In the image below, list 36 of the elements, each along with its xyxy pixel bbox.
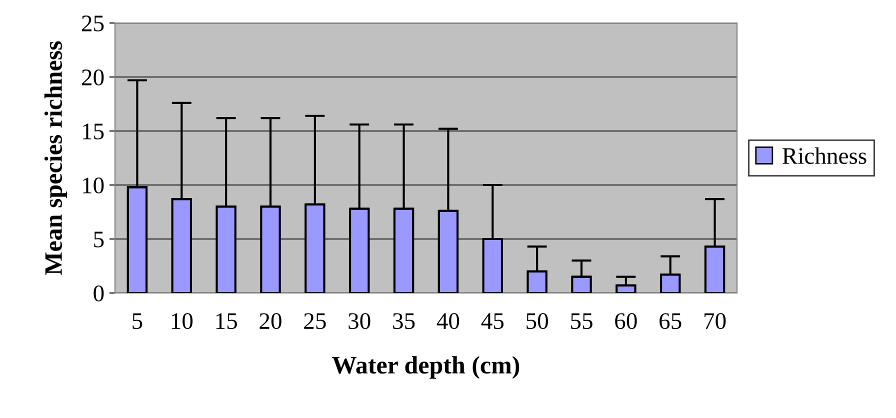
x-tick-label: 20	[260, 313, 282, 330]
bar	[438, 210, 459, 293]
y-tick-label: 0	[94, 285, 104, 302]
x-tick-label: 70	[704, 313, 726, 330]
bar	[304, 203, 326, 293]
x-tick-label: 10	[172, 313, 193, 330]
bar	[660, 274, 681, 293]
x-tick-label: 25	[304, 313, 326, 330]
x-tick-label: 55	[571, 313, 592, 330]
bar	[526, 270, 548, 293]
y-tick-label: 15	[83, 124, 104, 140]
x-tick-label: 15	[216, 313, 237, 330]
x-tick-label: 5	[132, 313, 142, 330]
y-axis-title: Mean species richness	[44, 41, 68, 275]
bar	[260, 206, 281, 293]
legend-label: Richness	[782, 147, 866, 164]
bar	[393, 208, 414, 293]
x-axis-title: Water depth (cm)	[332, 356, 520, 379]
x-tick-label: 35	[393, 313, 415, 330]
x-tick-label: 40	[436, 313, 460, 330]
bar	[171, 198, 192, 293]
y-tick-label: 10	[83, 177, 104, 194]
y-tick-label: 5	[94, 232, 104, 248]
bar	[704, 246, 726, 293]
bar	[216, 206, 236, 293]
x-tick-label: 60	[615, 313, 637, 330]
bar	[482, 238, 504, 293]
y-tick-label: 20	[82, 69, 104, 86]
bar	[348, 208, 370, 293]
y-tick-label: 25	[82, 16, 104, 32]
x-tick-label: 30	[348, 313, 370, 330]
bar	[126, 186, 148, 293]
x-tick-label: 50	[526, 313, 548, 330]
bar	[571, 276, 592, 293]
x-tick-label: 45	[481, 313, 504, 330]
x-tick-label: 65	[660, 313, 682, 330]
